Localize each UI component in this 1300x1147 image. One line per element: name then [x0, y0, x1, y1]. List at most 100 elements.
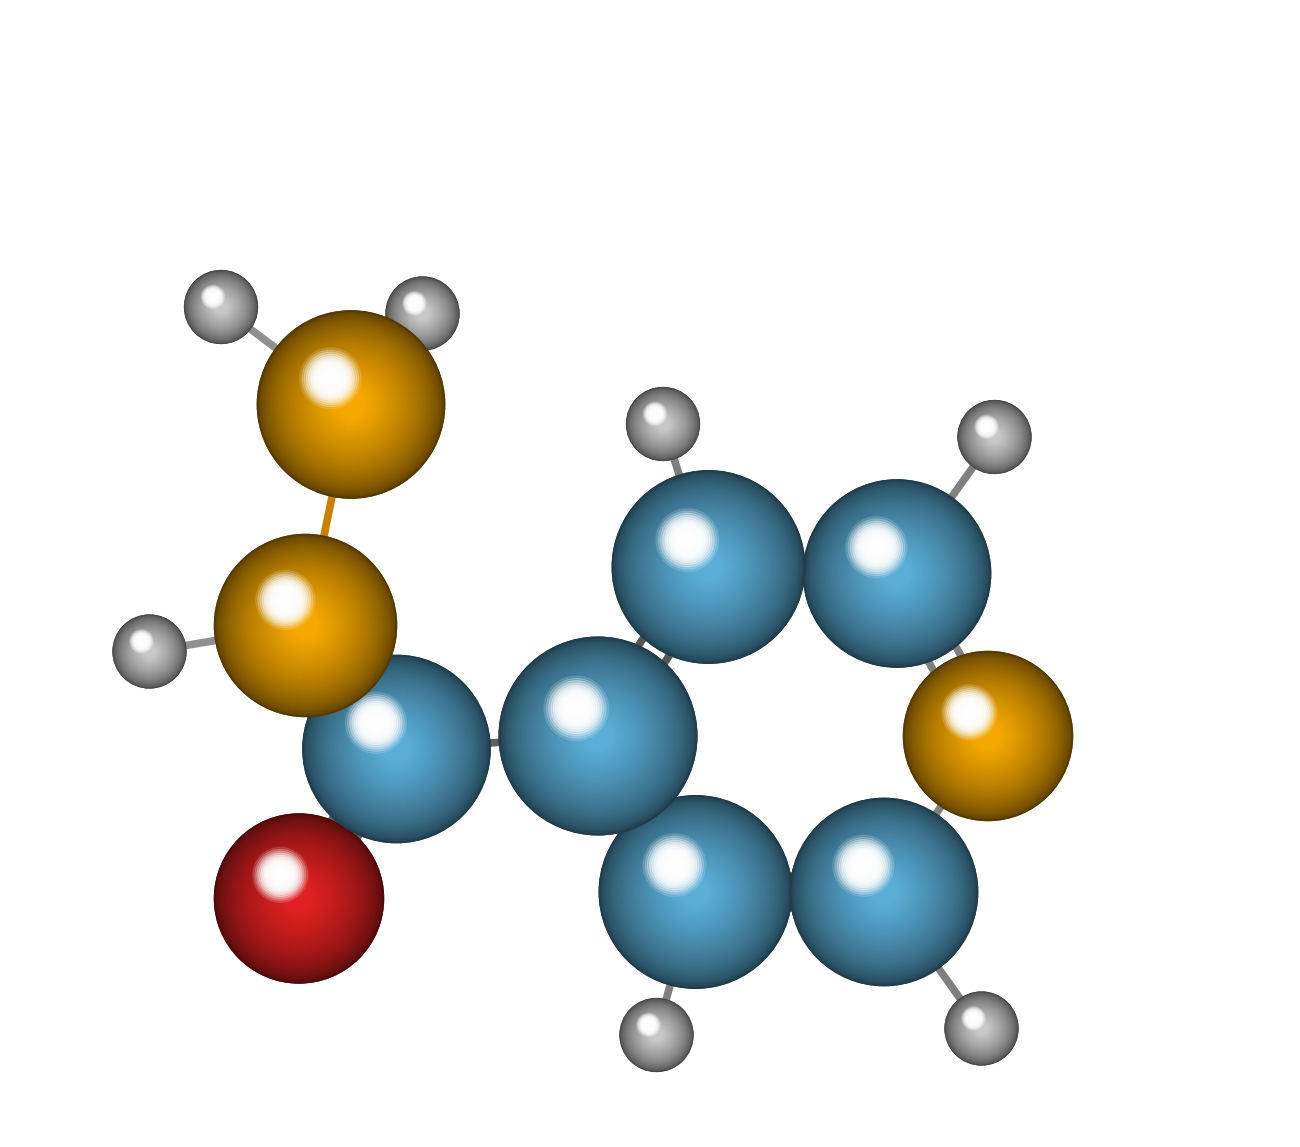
Circle shape: [226, 825, 372, 972]
Circle shape: [636, 397, 690, 451]
Circle shape: [931, 679, 1045, 793]
Circle shape: [854, 531, 940, 616]
Circle shape: [948, 996, 1015, 1062]
Circle shape: [654, 414, 672, 434]
Circle shape: [407, 296, 422, 311]
Circle shape: [905, 654, 1071, 819]
Circle shape: [811, 489, 983, 658]
Circle shape: [365, 712, 387, 734]
Circle shape: [202, 284, 225, 309]
Circle shape: [633, 492, 784, 642]
Circle shape: [915, 663, 1061, 810]
Circle shape: [264, 579, 307, 622]
Circle shape: [654, 513, 763, 622]
Circle shape: [212, 296, 213, 298]
Circle shape: [815, 492, 979, 655]
Circle shape: [870, 540, 883, 554]
Circle shape: [649, 408, 660, 420]
Circle shape: [342, 694, 451, 804]
Circle shape: [820, 497, 974, 650]
Circle shape: [883, 560, 911, 587]
Circle shape: [963, 1011, 1000, 1047]
Circle shape: [685, 544, 732, 590]
Circle shape: [633, 395, 693, 453]
Circle shape: [255, 855, 343, 943]
Circle shape: [844, 851, 924, 933]
Circle shape: [979, 422, 1010, 452]
Circle shape: [584, 721, 612, 751]
Circle shape: [646, 505, 771, 630]
Circle shape: [303, 356, 399, 453]
Circle shape: [263, 577, 309, 623]
Circle shape: [194, 280, 248, 334]
Circle shape: [959, 401, 1030, 473]
Circle shape: [649, 1028, 664, 1043]
Circle shape: [269, 583, 303, 617]
Circle shape: [499, 638, 697, 835]
Circle shape: [681, 540, 736, 594]
Circle shape: [959, 702, 979, 723]
Circle shape: [403, 295, 442, 333]
Circle shape: [871, 547, 923, 600]
Circle shape: [528, 665, 668, 806]
Circle shape: [140, 640, 143, 643]
Circle shape: [254, 852, 344, 944]
Circle shape: [978, 421, 1011, 453]
Circle shape: [322, 376, 380, 432]
Circle shape: [240, 560, 370, 690]
Circle shape: [850, 858, 918, 927]
Circle shape: [623, 819, 768, 965]
Circle shape: [311, 359, 350, 398]
Circle shape: [967, 1014, 996, 1043]
Circle shape: [664, 517, 710, 562]
Circle shape: [638, 399, 688, 448]
Circle shape: [870, 877, 898, 906]
Circle shape: [286, 606, 325, 645]
Circle shape: [212, 295, 214, 298]
Circle shape: [231, 830, 367, 967]
Circle shape: [975, 415, 997, 438]
Circle shape: [952, 998, 1011, 1059]
Circle shape: [672, 869, 719, 915]
Circle shape: [968, 411, 1020, 463]
Circle shape: [257, 851, 304, 898]
Circle shape: [651, 843, 697, 888]
Circle shape: [650, 408, 660, 419]
Circle shape: [274, 869, 286, 881]
Circle shape: [259, 578, 352, 673]
Circle shape: [972, 1016, 975, 1020]
Circle shape: [812, 821, 956, 963]
Circle shape: [281, 880, 317, 916]
Circle shape: [578, 717, 618, 755]
Circle shape: [545, 682, 651, 789]
Circle shape: [954, 696, 985, 728]
Circle shape: [277, 871, 285, 879]
Circle shape: [257, 311, 445, 498]
Circle shape: [972, 1019, 991, 1038]
Circle shape: [138, 637, 146, 646]
Circle shape: [840, 848, 928, 937]
Circle shape: [946, 688, 993, 736]
Circle shape: [335, 389, 367, 421]
Circle shape: [948, 690, 991, 734]
Circle shape: [363, 715, 430, 783]
Circle shape: [623, 482, 794, 653]
Circle shape: [625, 1004, 688, 1066]
Circle shape: [961, 709, 1015, 764]
Circle shape: [335, 688, 458, 810]
Circle shape: [629, 390, 697, 458]
Circle shape: [948, 696, 1028, 777]
Circle shape: [221, 540, 390, 710]
Circle shape: [954, 1001, 1009, 1056]
Circle shape: [640, 1015, 658, 1035]
Circle shape: [343, 696, 450, 802]
Circle shape: [620, 999, 693, 1071]
Circle shape: [191, 278, 251, 336]
Circle shape: [412, 303, 433, 323]
Circle shape: [372, 718, 381, 727]
Circle shape: [963, 707, 975, 718]
Circle shape: [113, 615, 186, 688]
Circle shape: [807, 484, 987, 663]
Circle shape: [140, 642, 159, 661]
Circle shape: [571, 708, 625, 764]
